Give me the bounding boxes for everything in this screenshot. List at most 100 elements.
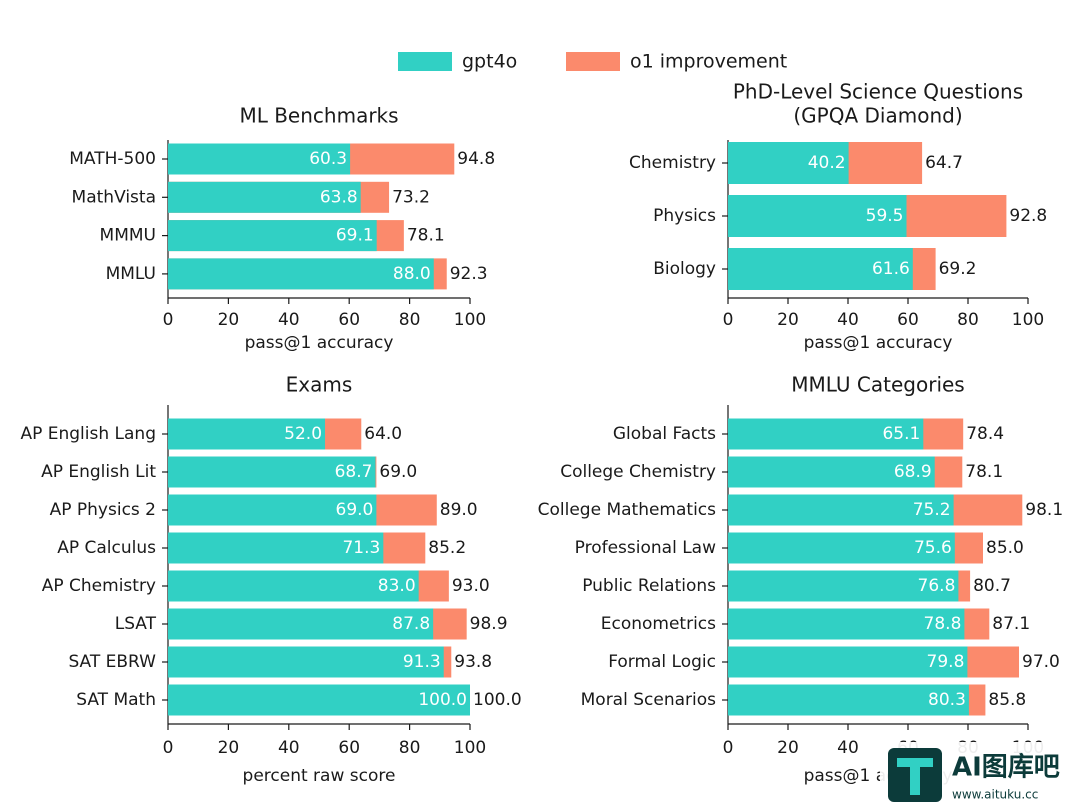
value-label: 78.1 — [407, 226, 445, 246]
y-tick-label: Professional Law — [575, 538, 716, 558]
value-label: 64.0 — [364, 424, 402, 444]
value-label: 87.8 — [392, 614, 430, 634]
x-tick-label: 20 — [218, 310, 240, 330]
value-label: 52.0 — [284, 424, 322, 444]
y-tick-label: LSAT — [115, 614, 157, 634]
value-label: 83.0 — [378, 576, 416, 596]
x-tick-label: 0 — [723, 310, 734, 330]
x-tick-label: 0 — [723, 738, 734, 758]
chart-title: PhD-Level Science Questions — [733, 80, 1023, 104]
value-label: 98.9 — [470, 614, 508, 634]
value-label: 60.3 — [309, 149, 347, 169]
value-label: 92.3 — [450, 264, 488, 284]
y-tick-label: MathVista — [72, 187, 156, 207]
y-tick-label: MATH-500 — [69, 149, 156, 169]
y-tick-label: College Mathematics — [538, 500, 717, 520]
bar — [728, 456, 935, 488]
value-label: 85.0 — [986, 538, 1024, 558]
legend-label: o1 improvement — [630, 51, 787, 73]
value-label: 75.6 — [914, 538, 952, 558]
bar — [168, 646, 444, 678]
chart-title: Exams — [286, 373, 353, 397]
bar — [168, 220, 377, 252]
value-label: 91.3 — [403, 652, 441, 672]
x-tick-label: 60 — [338, 738, 360, 758]
watermark-brand: AI图库吧 — [952, 753, 1060, 783]
value-label: 78.1 — [965, 462, 1003, 482]
x-tick-label: 40 — [278, 738, 300, 758]
value-label: 78.8 — [924, 614, 962, 634]
y-tick-label: Moral Scenarios — [581, 690, 717, 710]
bar — [728, 684, 969, 716]
bar — [728, 494, 954, 526]
x-tick-label: 100 — [454, 738, 486, 758]
bar — [168, 418, 326, 450]
value-label: 75.2 — [913, 500, 951, 520]
y-tick-label: MMLU — [106, 264, 156, 284]
bar — [728, 195, 907, 237]
y-tick-label: SAT EBRW — [68, 652, 156, 672]
watermark: AI图库吧 www.aituku.cc — [880, 742, 1080, 810]
y-tick-label: Chemistry — [629, 153, 716, 173]
bar — [728, 646, 968, 678]
legend-swatch — [566, 52, 620, 71]
y-tick-label: AP English Lit — [41, 462, 156, 482]
x-tick-label: 40 — [837, 738, 859, 758]
x-tick-label: 0 — [163, 310, 174, 330]
y-tick-label: Global Facts — [613, 424, 716, 444]
bar — [168, 684, 470, 716]
value-label: 64.7 — [925, 153, 963, 173]
value-label: 98.1 — [1025, 500, 1063, 520]
value-label: 100.0 — [473, 690, 522, 710]
y-tick-label: SAT Math — [76, 690, 156, 710]
value-label: 40.2 — [808, 153, 846, 173]
value-label: 65.1 — [882, 424, 920, 444]
x-tick-label: 60 — [338, 310, 360, 330]
x-tick-label: 20 — [777, 310, 799, 330]
value-label: 69.1 — [336, 226, 374, 246]
value-label: 61.6 — [872, 259, 910, 279]
x-axis-label: pass@1 accuracy — [804, 333, 953, 353]
value-label: 80.3 — [928, 690, 966, 710]
y-tick-label: Public Relations — [582, 576, 716, 596]
value-label: 78.4 — [966, 424, 1004, 444]
value-label: 80.7 — [973, 576, 1011, 596]
x-tick-label: 80 — [957, 310, 979, 330]
y-tick-label: Econometrics — [601, 614, 716, 634]
x-tick-label: 0 — [163, 738, 174, 758]
value-label: 68.7 — [335, 462, 373, 482]
value-label: 63.8 — [320, 187, 358, 207]
y-tick-label: AP English Lang — [20, 424, 156, 444]
bar — [168, 608, 434, 640]
chart-title: ML Benchmarks — [239, 104, 398, 128]
value-label: 88.0 — [393, 264, 431, 284]
bar — [168, 494, 377, 526]
value-label: 89.0 — [440, 500, 478, 520]
chart-title: (GPQA Diamond) — [793, 104, 962, 128]
y-tick-label: Biology — [653, 259, 716, 279]
bar — [168, 181, 361, 213]
y-tick-label: College Chemistry — [560, 462, 716, 482]
value-label: 69.0 — [379, 462, 417, 482]
value-label: 71.3 — [342, 538, 380, 558]
legend-swatch — [398, 52, 452, 71]
bar — [168, 532, 384, 564]
bar — [728, 142, 849, 184]
value-label: 85.8 — [988, 690, 1026, 710]
x-tick-label: 20 — [777, 738, 799, 758]
value-label: 87.1 — [992, 614, 1030, 634]
y-tick-label: Physics — [653, 206, 716, 226]
bar — [728, 570, 959, 602]
x-tick-label: 100 — [454, 310, 486, 330]
watermark-url: www.aituku.cc — [952, 788, 1038, 802]
value-label: 59.5 — [866, 206, 904, 226]
bar — [728, 418, 924, 450]
x-tick-label: 20 — [218, 738, 240, 758]
bar — [728, 608, 965, 640]
x-axis-label: pass@1 accuracy — [245, 333, 394, 353]
chart-title: MMLU Categories — [791, 373, 964, 397]
x-tick-label: 80 — [399, 738, 421, 758]
x-tick-label: 100 — [1012, 310, 1044, 330]
value-label: 93.0 — [452, 576, 490, 596]
